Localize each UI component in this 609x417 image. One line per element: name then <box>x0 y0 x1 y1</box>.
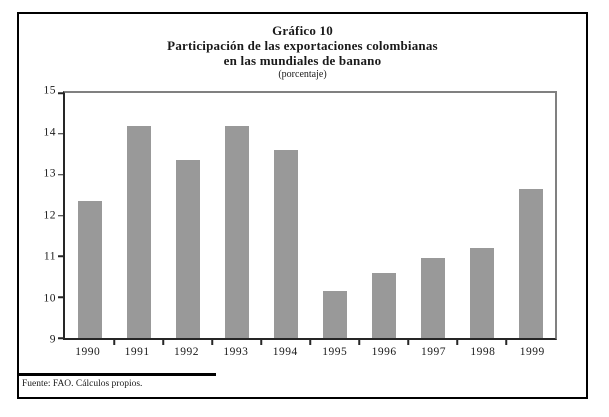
x-tick-mark <box>407 340 409 345</box>
y-tick-label: 14 <box>43 126 56 138</box>
bar-1998 <box>469 248 494 338</box>
y-tick-mark <box>58 296 63 298</box>
title-block: Gráfico 10 Participación de las exportac… <box>19 23 586 81</box>
bar-1994 <box>273 150 298 338</box>
x-tick-mark <box>162 340 164 345</box>
x-tick-label: 1995 <box>322 346 348 358</box>
bar-1992 <box>175 160 200 338</box>
bar-1995 <box>322 291 347 338</box>
y-tick-label: 10 <box>43 292 56 304</box>
bar-1997 <box>420 258 445 338</box>
x-tick-label: 1997 <box>421 346 446 358</box>
x-tick-label: 1992 <box>174 346 199 358</box>
x-tick-mark <box>309 340 311 345</box>
bar-1999 <box>518 188 543 338</box>
y-tick-label: 15 <box>43 84 56 97</box>
x-tick-label: 1996 <box>371 346 397 358</box>
chart-units: (porcentaje) <box>278 69 327 80</box>
chart-number: Gráfico 10 <box>272 23 333 38</box>
plot-area <box>58 91 557 345</box>
x-tick-mark <box>456 340 458 345</box>
chart-title: Participación de las exportaciones colom… <box>167 38 438 53</box>
x-tick-label: 1993 <box>223 346 249 358</box>
x-tick-label: 1999 <box>519 346 545 358</box>
x-tick-label: 1990 <box>75 346 101 358</box>
x-tick-label: 1991 <box>124 346 150 358</box>
y-tick-mark <box>58 133 63 135</box>
bar-1993 <box>224 125 249 338</box>
bar-1990 <box>77 201 102 338</box>
source-note: Fuente: FAO. Cálculos propios. <box>22 379 143 389</box>
x-tick-mark <box>260 340 262 345</box>
x-tick-mark <box>211 340 213 345</box>
y-tick-mark <box>58 173 63 176</box>
y-tick-mark <box>58 92 63 94</box>
y-tick-label: 9 <box>49 333 56 346</box>
y-axis-labels: 9 10 11 12 13 14 15 <box>19 85 56 346</box>
y-tick-mark <box>58 255 63 258</box>
y-tick-mark <box>58 214 63 217</box>
x-tick-mark <box>358 340 360 345</box>
y-tick-mark <box>58 337 63 339</box>
y-tick-label: 12 <box>43 209 56 221</box>
x-tick-mark <box>113 340 115 345</box>
bar-1991 <box>126 125 151 338</box>
x-tick-mark <box>505 340 507 345</box>
bar-1996 <box>371 272 396 338</box>
x-axis-labels: 1990 1991 1992 1993 1994 1995 1996 1997 1998 1999 <box>63 346 557 360</box>
x-tick-label: 1998 <box>470 346 496 358</box>
chart-frame: Gráfico 10 Participación de las exportac… <box>17 12 588 399</box>
y-tick-label: 11 <box>43 250 56 263</box>
chart-subtitle: en las mundiales de banano <box>223 53 382 68</box>
footer-divider <box>19 373 216 376</box>
x-tick-label: 1994 <box>272 346 298 358</box>
y-tick-label: 13 <box>43 167 56 180</box>
